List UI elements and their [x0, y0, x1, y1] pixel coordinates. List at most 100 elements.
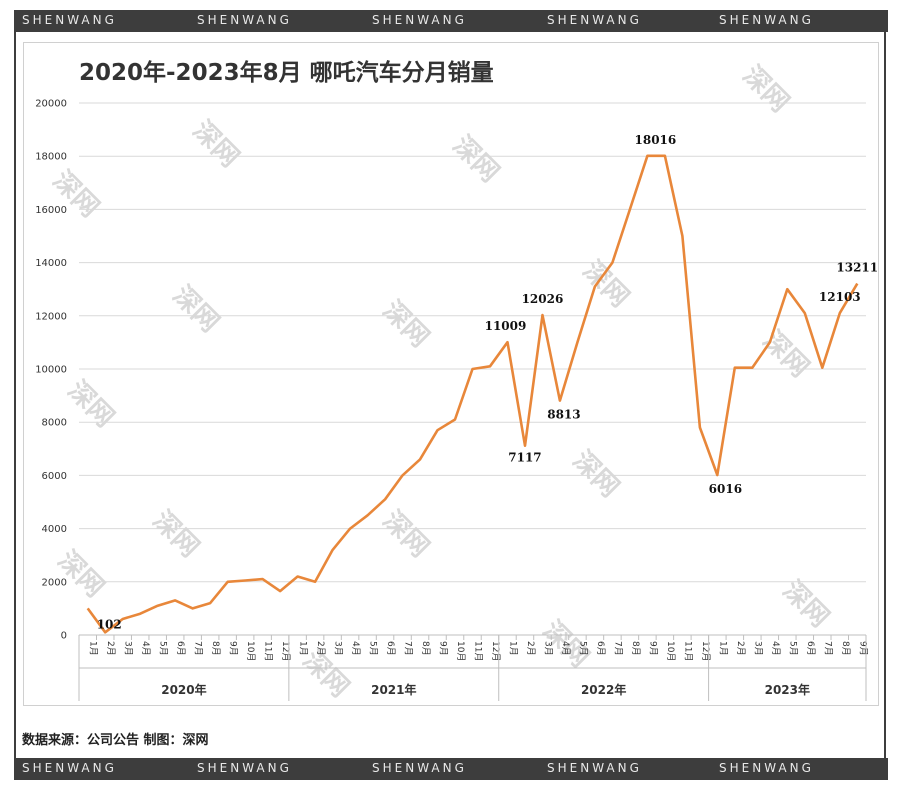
x-tick-label: 2月	[105, 641, 116, 656]
x-tick-label: 4月	[560, 641, 571, 656]
y-tick-label: 16000	[35, 205, 67, 216]
y-tick-label: 18000	[35, 152, 67, 163]
data-label: 13211	[836, 261, 878, 275]
band-text: SHENWANG	[372, 761, 467, 775]
x-axis: 1月 2月 3月 4月 5月 6月 7月 8月 9月 10月 11月 12月 1月 2月 3月 4月 5月 6月 7…	[78, 634, 868, 701]
watermark-stamp: 深网	[447, 130, 505, 188]
x-tick-label: 10月	[455, 641, 466, 661]
watermark-stamp: 深网	[62, 375, 120, 433]
x-tick-label: 11月	[682, 641, 693, 661]
x-tick-label: 6月	[595, 641, 606, 656]
x-tick-label: 2月	[525, 641, 536, 656]
data-label: 102	[97, 617, 122, 631]
y-tick-label: 0	[61, 631, 67, 642]
watermark-stamp: 深网	[757, 325, 815, 383]
x-tick-label: 7月	[822, 641, 833, 656]
x-tick-label: 3月	[333, 641, 344, 656]
band-text: SHENWANG	[372, 13, 467, 27]
source-note: 数据来源：公司公告 制图：深网	[22, 733, 209, 748]
x-tick-label: 8月	[420, 641, 431, 656]
x-tick-label: 4月	[140, 641, 151, 656]
band-text: SHENWANG	[22, 761, 117, 775]
data-labels: 102 11009 7117 12026 8813 18016 6016 12103 13211	[97, 133, 878, 632]
watermark-band-bottom: SHENWANG SHENWANG SHENWANG SHENWANG SHEN…	[14, 758, 888, 780]
band-text: SHENWANG	[197, 761, 292, 775]
x-tick-label: 1月	[717, 641, 728, 656]
x-tick-label: 5月	[158, 641, 169, 656]
x-tick-label: 5月	[577, 641, 588, 656]
x-tick-label: 4月	[350, 641, 361, 656]
x-tick-label: 6月	[175, 641, 186, 656]
watermark-stamp: 深网	[147, 505, 205, 563]
data-label: 12026	[522, 292, 564, 306]
watermark-stamp: 深网	[377, 295, 435, 353]
x-tick-label: 10月	[665, 641, 676, 661]
x-tick-label: 4月	[770, 641, 781, 656]
watermark-stamp: 深网	[777, 575, 835, 633]
band-text: SHENWANG	[22, 13, 117, 27]
y-tick-label: 2000	[42, 577, 67, 588]
y-axis: 0 2000 4000 6000 8000 10000 12000 14000 16000 180…	[35, 99, 67, 642]
watermark-stamp: 深网	[567, 445, 625, 503]
y-tick-label: 4000	[42, 524, 67, 535]
year-label: 2020年	[161, 682, 206, 697]
x-tick-label: 9月	[438, 641, 449, 656]
band-text: SHENWANG	[197, 13, 292, 27]
data-label: 12103	[819, 290, 861, 304]
watermark-stamp: 深网	[737, 60, 795, 118]
x-tick-label: 3月	[542, 641, 553, 656]
year-label: 2023年	[765, 682, 810, 697]
x-tick-label: 12月	[490, 641, 501, 661]
x-tick-label: 7月	[193, 641, 204, 656]
watermark-band-top: SHENWANG SHENWANG SHENWANG SHENWANG SHEN…	[14, 10, 888, 32]
x-tick-label: 12月	[700, 641, 711, 661]
data-label: 18016	[635, 133, 677, 147]
band-text: SHENWANG	[719, 761, 814, 775]
x-tick-label: 8月	[210, 641, 221, 656]
chart-box	[23, 42, 879, 706]
watermark-stamp: 深网	[377, 505, 435, 563]
watermark-stamp: 深网	[167, 280, 225, 338]
x-tick-label: 9月	[647, 641, 658, 656]
watermark-stamp: 深网	[187, 115, 245, 173]
x-tick-label: 5月	[787, 641, 798, 656]
x-tick-label: 8月	[630, 641, 641, 656]
x-tick-label: 12月	[280, 641, 291, 661]
y-tick-label: 14000	[35, 258, 67, 269]
x-tick-label: 1月	[298, 641, 309, 656]
chart-title: 2020年-2023年8月 哪吒汽车分月销量	[79, 59, 494, 86]
watermark-stamp: 深网	[577, 255, 635, 313]
y-tick-label: 10000	[35, 365, 67, 376]
watermark-stamp: 深网	[52, 545, 110, 603]
y-tick-label: 12000	[35, 311, 67, 322]
year-label: 2021年	[371, 682, 416, 697]
x-tick-label: 6月	[385, 641, 396, 656]
year-label: 2022年	[581, 682, 626, 697]
band-text: SHENWANG	[547, 761, 642, 775]
y-tick-label: 8000	[42, 418, 67, 429]
x-tick-label: 11月	[263, 641, 274, 661]
data-label: 8813	[547, 408, 580, 422]
x-tick-label: 1月	[507, 641, 518, 656]
y-tick-label: 20000	[35, 99, 67, 110]
x-tick-label: 9月	[228, 641, 239, 656]
band-text: SHENWANG	[719, 13, 814, 27]
x-tick-label: 2月	[315, 641, 326, 656]
data-label: 11009	[485, 319, 527, 333]
x-tick-label: 5月	[368, 641, 379, 656]
x-tick-label: 11月	[473, 641, 484, 661]
image-frame	[14, 32, 886, 758]
x-tick-label: 7月	[403, 641, 414, 656]
x-tick-label: 10月	[245, 641, 256, 661]
x-tick-label: 3月	[752, 641, 763, 656]
series-sales	[86, 154, 859, 634]
data-label: 6016	[709, 482, 742, 496]
data-label: 7117	[508, 451, 541, 465]
x-tick-label: 2月	[735, 641, 746, 656]
band-text: SHENWANG	[547, 13, 642, 27]
x-tick-label: 9月	[857, 641, 868, 656]
x-tick-label: 3月	[123, 641, 134, 656]
x-tick-label: 7月	[612, 641, 623, 656]
